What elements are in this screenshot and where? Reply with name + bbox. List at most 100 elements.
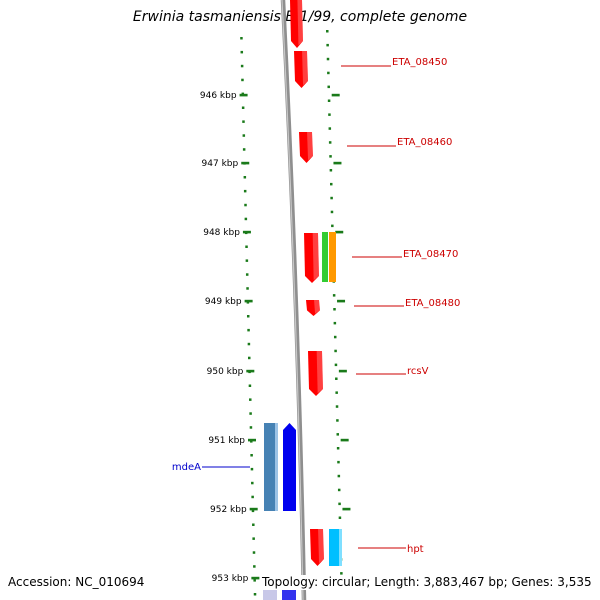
ruler-major-tick: [242, 230, 251, 234]
ruler-dot: [340, 572, 343, 575]
ruler-dot: [243, 176, 247, 179]
ruler-dot: [336, 447, 340, 450]
accession-text: Accession: NC_010694: [8, 575, 145, 590]
ruler-dot: [334, 363, 338, 367]
ruler-dot: [252, 537, 255, 540]
gene-label: ETA_08480: [405, 298, 460, 309]
feature-cyan: [329, 529, 341, 566]
gene-arrow-mdea: [283, 423, 296, 511]
ruler-dot: [252, 551, 256, 554]
genome-summary-text: Topology: circular; Length: 3,883,467 bp…: [262, 575, 592, 590]
gene-arrow-eta-08470-shade: [312, 233, 319, 281]
feature-orange: [329, 232, 336, 282]
gene-arrow-eta-08470: [304, 233, 319, 283]
ruler-dot: [241, 78, 244, 82]
ruler-dot: [334, 349, 337, 353]
ruler-dot: [250, 454, 253, 457]
ruler-dot: [328, 141, 332, 144]
ruler-outer-tick: [331, 93, 340, 97]
ruler-dot: [328, 113, 331, 116]
ruler-dot: [240, 64, 244, 68]
ruler-dot: [247, 356, 251, 360]
ruler-dot: [335, 377, 338, 380]
gene-arrow: [290, 0, 303, 48]
ruler-dot: [338, 516, 342, 519]
ruler-dot: [253, 565, 256, 568]
ruler-dot: [244, 203, 247, 207]
ruler-dot: [336, 433, 340, 436]
ruler-dot: [252, 523, 255, 526]
ruler-dot: [330, 182, 333, 186]
gene-label: rcsV: [407, 366, 429, 377]
ruler-dot: [326, 43, 329, 47]
ruler-outer-tick: [337, 299, 346, 303]
gene-label: hpt: [407, 544, 424, 555]
feature-green: [322, 232, 328, 282]
gene-arrow-eta-08460: [299, 132, 313, 163]
feature-cyan-edge: [339, 529, 342, 566]
ruler-dot: [337, 460, 340, 464]
gene-label: mdeA: [172, 462, 201, 473]
ruler-tick-label: 952 kbp: [210, 505, 247, 515]
ruler-dot: [327, 71, 330, 75]
ruler-dot: [327, 85, 330, 89]
ruler-dot: [246, 315, 250, 318]
ruler-dot: [329, 169, 333, 172]
ruler-dot: [333, 308, 336, 311]
ruler-tick-label: 947 kbp: [202, 159, 239, 169]
ruler-dot: [250, 467, 254, 471]
ruler-dot: [335, 405, 339, 408]
ruler-outer-tick: [333, 161, 342, 165]
ruler-dot: [248, 384, 252, 387]
ruler-dot: [247, 328, 250, 332]
ruler-dot: [332, 294, 336, 297]
feature-reverse-edge: [275, 423, 278, 511]
ruler-dot: [337, 488, 341, 492]
ruler-tick-label: 950 kbp: [207, 367, 244, 377]
ruler-dot: [333, 335, 337, 339]
ruler-tick-label: 946 kbp: [200, 91, 237, 101]
gene-label: ETA_08450: [392, 57, 447, 68]
ruler-major-tick: [239, 93, 248, 97]
ruler-dot: [326, 57, 330, 61]
ruler-dot: [251, 495, 254, 499]
ruler-major-tick: [241, 161, 250, 165]
ruler-dot: [327, 99, 331, 102]
gene-arrow-hpt-shade: [318, 529, 324, 564]
ruler-outer-tick: [338, 369, 347, 373]
ruler-tick-label: 948 kbp: [203, 228, 240, 238]
ruler-dot: [243, 189, 247, 193]
ruler-dot: [246, 287, 249, 290]
ruler-dot: [329, 155, 332, 158]
ruler-dot: [245, 273, 249, 276]
ruler-dot: [240, 37, 243, 40]
ruler-dot: [241, 106, 245, 109]
ruler-dot: [333, 321, 337, 325]
ruler-dot: [244, 217, 248, 221]
gene-arrow-eta-08450: [294, 51, 308, 88]
gene-arrow-rcsv-shade: [316, 351, 323, 394]
ruler-dot: [328, 127, 332, 130]
feature-reverse-steelblue: [264, 423, 277, 511]
ruler-dot: [247, 342, 251, 346]
ruler-dot: [242, 134, 246, 137]
ruler-dot: [242, 120, 245, 123]
ruler-major-tick: [244, 299, 253, 303]
ruler-outer-tick: [340, 438, 349, 442]
ruler-dot: [338, 502, 341, 506]
gene-arrow-hpt: [310, 529, 324, 566]
ruler-tick-label: 953 kbp: [212, 574, 249, 584]
ruler-dot: [326, 30, 329, 33]
ruler-dot: [330, 196, 333, 200]
gene-arrow-rcsv: [308, 351, 323, 396]
gene-arrow-eta-08450-shade: [302, 51, 308, 86]
ruler-dot: [249, 426, 253, 429]
ruler-dot: [335, 391, 338, 394]
ruler-outer-tick: [342, 507, 351, 511]
ruler-dot: [253, 579, 256, 582]
ruler-dot: [331, 224, 334, 228]
ruler-major-tick: [246, 369, 255, 373]
gene-arrow-shade: [297, 0, 303, 46]
ruler-outer-tick: [335, 230, 344, 234]
